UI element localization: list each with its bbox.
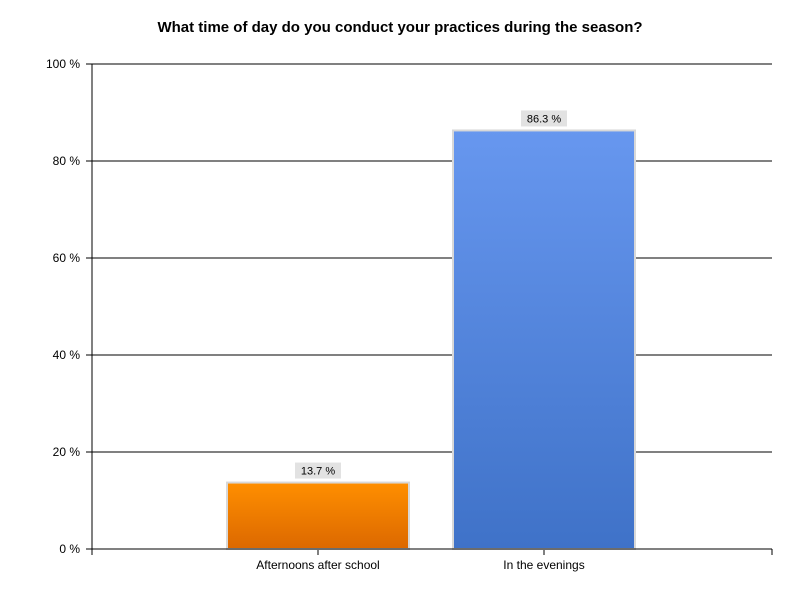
data-label: 13.7 % xyxy=(301,466,335,478)
data-label-bg xyxy=(521,110,567,127)
x-tick-label: In the evenings xyxy=(503,558,584,572)
y-tick-label: 80 % xyxy=(53,154,81,168)
y-tick-label: 60 % xyxy=(53,251,81,265)
bar xyxy=(226,481,410,550)
data-label-bg xyxy=(295,462,341,479)
data-label: 86.3 % xyxy=(527,113,561,125)
bar xyxy=(452,129,636,550)
x-tick-label: Afternoons after school xyxy=(256,558,379,572)
y-tick-label: 0 % xyxy=(59,542,80,556)
chart-title: What time of day do you conduct your pra… xyxy=(157,19,642,36)
y-tick-label: 100 % xyxy=(46,57,80,71)
y-tick-label: 40 % xyxy=(53,348,81,362)
y-tick-label: 20 % xyxy=(53,445,81,459)
